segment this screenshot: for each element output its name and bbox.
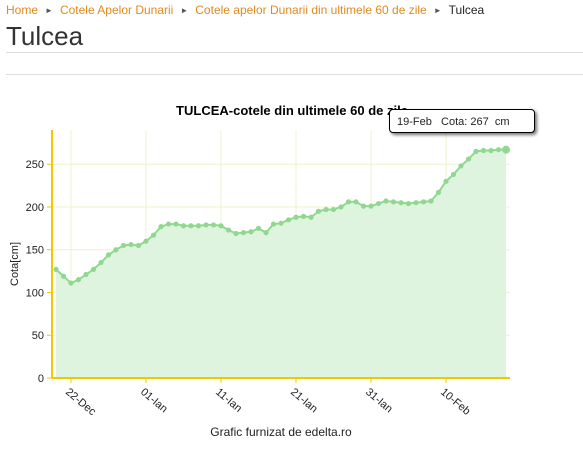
data-point bbox=[473, 148, 479, 154]
data-point bbox=[405, 200, 412, 207]
data-point bbox=[420, 199, 427, 205]
data-point bbox=[165, 221, 172, 227]
data-point bbox=[398, 200, 404, 206]
tooltip-value: 267 bbox=[470, 116, 489, 128]
tooltip-label: Cota: bbox=[441, 116, 468, 128]
data-points bbox=[53, 145, 510, 286]
data-point bbox=[105, 252, 112, 258]
data-point bbox=[225, 227, 232, 233]
chart-tooltip: 19-Feb Cota: 267 cm bbox=[389, 109, 535, 133]
data-point bbox=[233, 230, 239, 237]
y-tick-label: 150 bbox=[26, 245, 44, 257]
data-point bbox=[413, 200, 419, 206]
data-point bbox=[435, 189, 442, 196]
breadcrumb-home-link[interactable]: Home bbox=[6, 3, 39, 17]
chart-axes bbox=[47, 130, 510, 383]
data-point bbox=[270, 221, 277, 227]
data-point bbox=[188, 223, 194, 229]
section-divider bbox=[6, 74, 583, 75]
data-point bbox=[278, 220, 284, 226]
data-point bbox=[330, 206, 337, 213]
data-point bbox=[150, 232, 157, 238]
data-point bbox=[450, 171, 457, 178]
data-point bbox=[113, 247, 119, 253]
breadcrumb-separator-icon: ► bbox=[45, 6, 53, 15]
data-point bbox=[135, 242, 142, 249]
breadcrumb-cotele-apelor-link[interactable]: Cotele Apelor Dunarii bbox=[59, 3, 174, 17]
tooltip-unit: cm bbox=[494, 116, 510, 128]
data-point bbox=[120, 242, 127, 249]
data-point bbox=[285, 217, 292, 223]
data-point bbox=[315, 208, 322, 214]
data-point bbox=[210, 222, 217, 228]
data-point bbox=[353, 199, 359, 205]
data-point bbox=[218, 223, 224, 229]
data-point bbox=[428, 198, 434, 204]
data-point bbox=[383, 198, 389, 204]
data-point bbox=[480, 147, 487, 154]
data-point bbox=[338, 204, 344, 210]
y-tick-label: 200 bbox=[26, 202, 44, 214]
data-point bbox=[345, 199, 352, 205]
x-axis-label: Grafic furnizat de edelta.ro bbox=[210, 425, 352, 439]
data-point bbox=[368, 203, 374, 209]
x-tick-label: 22-Dec bbox=[63, 386, 98, 418]
highlighted-data-point bbox=[502, 145, 510, 154]
data-point bbox=[53, 266, 59, 272]
data-point bbox=[60, 273, 67, 279]
data-point bbox=[308, 214, 314, 220]
data-point bbox=[360, 203, 367, 209]
data-point bbox=[390, 199, 397, 205]
data-point bbox=[68, 280, 74, 286]
page-title: Tulcea bbox=[6, 21, 84, 51]
y-tick-label: 0 bbox=[38, 373, 44, 385]
data-point bbox=[128, 241, 134, 248]
data-point bbox=[143, 238, 149, 244]
data-point bbox=[323, 206, 329, 213]
data-point bbox=[173, 221, 179, 227]
data-point bbox=[240, 230, 247, 236]
x-tick-label: 31-Ian bbox=[363, 386, 395, 415]
y-axis-label: Cota[cm] bbox=[9, 242, 21, 286]
data-point bbox=[75, 277, 82, 283]
data-point bbox=[488, 147, 494, 154]
breadcrumb-separator-icon: ► bbox=[433, 6, 442, 15]
y-tick-label: 50 bbox=[32, 330, 44, 342]
area-fill bbox=[56, 149, 506, 378]
data-point bbox=[293, 214, 299, 220]
title-divider bbox=[6, 52, 583, 53]
data-point bbox=[263, 230, 269, 236]
chart-title: TULCEA-cotele din ultimele 60 de zile bbox=[176, 103, 408, 118]
data-point bbox=[158, 224, 164, 230]
y-tick-label: 100 bbox=[26, 287, 44, 299]
x-tick-label: 21-Ian bbox=[288, 386, 320, 415]
data-point bbox=[443, 178, 449, 184]
breadcrumb-separator-icon: ► bbox=[180, 6, 189, 15]
x-tick-label: 01-Ian bbox=[138, 386, 170, 415]
data-point bbox=[203, 222, 209, 228]
y-tick-label: 250 bbox=[26, 159, 44, 171]
breadcrumb-ultimele-60-zile-link[interactable]: Cotele apelor Dunarii din ultimele 60 de… bbox=[195, 3, 427, 17]
tooltip-date: 19-Feb bbox=[397, 116, 432, 128]
breadcrumb: Home ► Cotele Apelor Dunarii ► Cotele apelor… bbox=[6, 2, 484, 20]
data-point bbox=[495, 147, 502, 153]
data-point bbox=[90, 266, 97, 272]
data-point bbox=[300, 213, 307, 219]
data-point bbox=[83, 271, 89, 278]
data-point bbox=[248, 229, 254, 235]
x-tick-label: 11-Ian bbox=[213, 386, 244, 415]
x-tick-label: 10-Feb bbox=[438, 386, 472, 418]
data-point bbox=[458, 163, 464, 169]
data-point bbox=[465, 156, 472, 162]
data-point bbox=[375, 200, 382, 207]
data-point bbox=[180, 223, 187, 229]
breadcrumb-current: Tulcea bbox=[448, 3, 485, 17]
data-point bbox=[255, 225, 262, 231]
data-point bbox=[98, 259, 104, 266]
data-point bbox=[195, 223, 202, 229]
